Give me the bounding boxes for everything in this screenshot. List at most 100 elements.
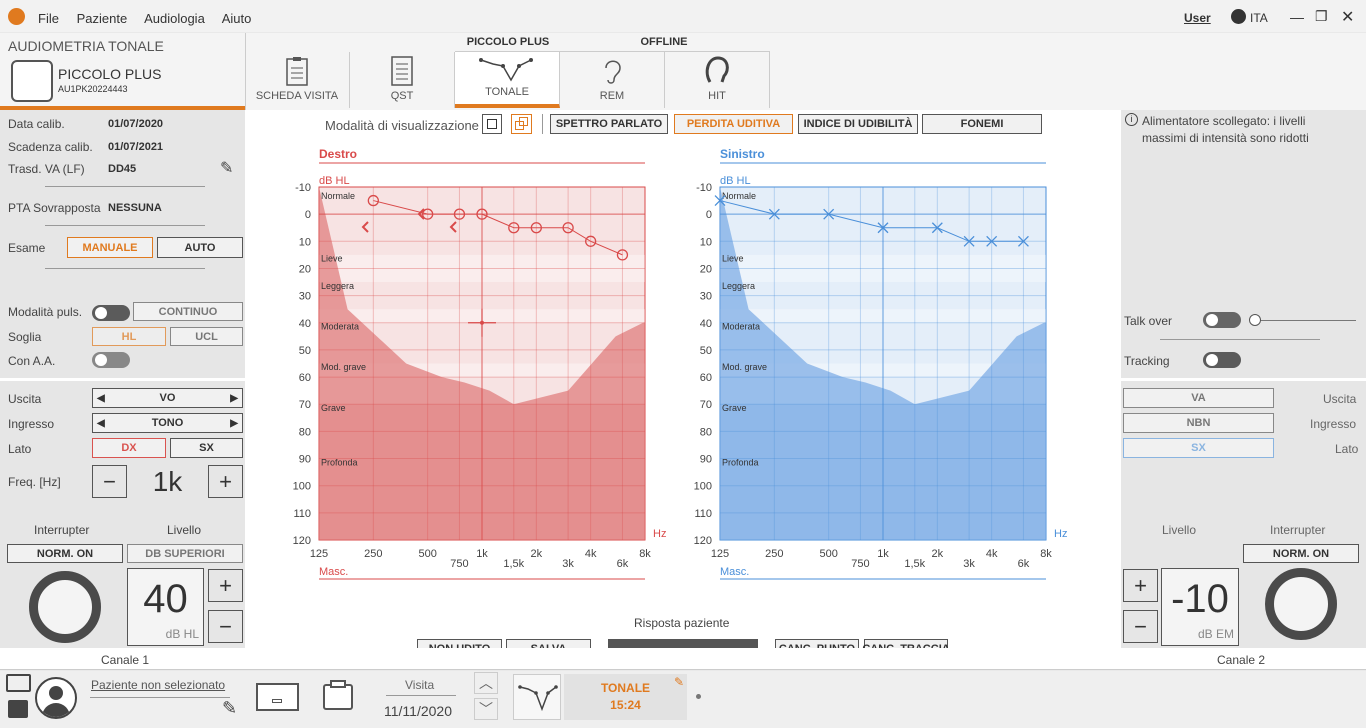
ear-icon — [605, 60, 621, 84]
sx-channel-button[interactable]: SX — [1123, 438, 1274, 458]
level-unit: dB EM — [1197, 627, 1234, 641]
tab-qst[interactable]: QST — [350, 52, 455, 108]
language-label[interactable]: ITA — [1250, 11, 1268, 25]
overlay-view-icon[interactable] — [511, 114, 532, 134]
ingresso-selector[interactable]: ◀ TONO ▶ — [92, 413, 243, 433]
menu-file[interactable]: File — [38, 11, 59, 26]
dx-button[interactable]: DX — [92, 438, 166, 458]
close-icon[interactable]: ✕ — [1341, 9, 1355, 26]
test-card[interactable]: TONALE 15:24 ✎ — [564, 674, 687, 720]
norm-on-button[interactable]: NORM. ON — [1243, 544, 1359, 563]
norm-on-button[interactable]: NORM. ON — [7, 544, 123, 563]
minimize-icon[interactable]: — — [1290, 9, 1304, 25]
interrupter-knob[interactable] — [29, 571, 101, 643]
tab-rem[interactable]: REM — [560, 52, 665, 108]
divider — [45, 186, 205, 187]
visita-label: Visita — [405, 678, 435, 692]
divider — [90, 697, 230, 698]
ingresso-label: Ingresso — [1310, 417, 1357, 431]
audiogram-icon — [479, 58, 533, 82]
talk-over-slider[interactable] — [1255, 320, 1356, 321]
channel-strip — [0, 648, 1366, 670]
interrupter-knob[interactable] — [1265, 568, 1337, 640]
con-aa-toggle[interactable] — [92, 352, 130, 368]
db-superiori-button[interactable]: DB SUPERIORI — [127, 544, 243, 563]
tab-label: SCHEDA VISITA — [255, 90, 339, 102]
arrow-right-icon[interactable]: ▶ — [230, 417, 238, 429]
y-tick-label: 100 — [293, 481, 311, 493]
perdita-uditiva-button[interactable]: PERDITA UDITIVA — [674, 114, 793, 134]
info-icon: i — [1125, 113, 1138, 126]
arrow-right-icon[interactable]: ▶ — [230, 392, 238, 404]
y-tick-label: 0 — [305, 209, 311, 221]
y-tick-label: -10 — [295, 182, 311, 194]
level-decrease-button[interactable]: − — [1123, 610, 1158, 643]
tab-hit[interactable]: HIT — [665, 52, 770, 108]
info-message: Alimentatore scollegato: i livelli massi… — [1142, 114, 1309, 145]
globe-icon[interactable] — [1231, 9, 1246, 24]
nbn-button[interactable]: NBN — [1123, 413, 1274, 433]
interrupter-label: Interrupter — [34, 523, 90, 537]
hl-button[interactable]: HL — [92, 327, 166, 346]
indice-udibilita-button[interactable]: INDICE DI UDIBILITÀ — [798, 114, 918, 134]
x-tick-label: 500 — [819, 548, 837, 560]
sx-button[interactable]: SX — [170, 438, 243, 458]
divider — [1160, 339, 1320, 340]
pencil-icon[interactable]: ✎ — [673, 675, 684, 689]
pulse-toggle[interactable] — [92, 305, 130, 321]
archive-icon[interactable] — [256, 683, 299, 711]
arrow-left-icon[interactable]: ◀ — [97, 392, 105, 404]
level-decrease-button[interactable]: − — [208, 610, 243, 643]
y-tick-label: 90 — [700, 454, 712, 466]
y-tick-label: 120 — [293, 535, 311, 547]
avatar[interactable] — [35, 677, 77, 719]
spettro-parlato-button[interactable]: SPETTRO PARLATO — [550, 114, 668, 134]
speech-banana-area — [319, 187, 645, 540]
freq-decrease-button[interactable]: − — [92, 465, 127, 498]
printer-icon[interactable] — [323, 680, 353, 710]
va-button[interactable]: VA — [1123, 388, 1274, 408]
folder-open-icon[interactable] — [6, 674, 31, 692]
arrow-left-icon[interactable]: ◀ — [97, 417, 105, 429]
freq-increase-button[interactable]: + — [208, 465, 243, 498]
auto-button[interactable]: AUTO — [157, 237, 243, 258]
patient-link[interactable]: Paziente non selezionato — [91, 678, 226, 692]
threshold-point — [768, 208, 780, 220]
single-view-icon[interactable] — [482, 114, 502, 134]
tab-tonale[interactable]: TONALE — [455, 52, 560, 108]
save-icon[interactable] — [8, 700, 28, 718]
y-tick-label: 10 — [700, 236, 712, 248]
test-thumbnail[interactable] — [513, 674, 561, 720]
threshold-point — [530, 222, 542, 234]
manuale-button[interactable]: MANUALE — [67, 237, 153, 258]
chevron-up-icon[interactable]: ︿ — [474, 672, 498, 694]
talk-over-toggle[interactable] — [1203, 312, 1241, 328]
x-tick-label: 8k — [1040, 548, 1052, 560]
edit-icon[interactable]: ✎ — [220, 160, 234, 177]
menu-paziente[interactable]: Paziente — [76, 11, 128, 26]
freq-value: 1k — [152, 466, 183, 497]
uscita-selector[interactable]: ◀ VO ▶ — [92, 388, 243, 408]
transducer-value: DD45 — [108, 163, 137, 175]
ucl-button[interactable]: UCL — [170, 327, 243, 346]
level-increase-button[interactable]: + — [1123, 569, 1158, 602]
chevron-down-icon[interactable]: ﹀ — [474, 698, 498, 720]
fonemi-button[interactable]: FONEMI — [922, 114, 1042, 134]
menu-aiuto[interactable]: Aiuto — [221, 11, 252, 26]
slider-handle[interactable] — [1249, 314, 1261, 326]
threshold-point — [986, 235, 998, 247]
x-mid-tick-label: 3k — [963, 558, 975, 570]
y-tick-label: 80 — [700, 426, 712, 438]
edit-patient-icon[interactable]: ✎ — [222, 698, 238, 718]
user-link[interactable]: User — [1184, 11, 1211, 25]
level-value: -10 — [1171, 577, 1229, 621]
ear-title: Destro — [319, 147, 357, 161]
maximize-icon[interactable]: ❐ — [1315, 8, 1328, 24]
continuo-button[interactable]: CONTINUO — [133, 302, 243, 321]
zone-label: Lieve — [321, 254, 343, 264]
toolbar-divider — [542, 114, 543, 134]
level-increase-button[interactable]: + — [208, 569, 243, 602]
tracking-toggle[interactable] — [1203, 352, 1241, 368]
tab-scheda-visita[interactable]: SCHEDA VISITA — [245, 52, 350, 108]
menu-audiologia[interactable]: Audiologia — [144, 11, 205, 26]
